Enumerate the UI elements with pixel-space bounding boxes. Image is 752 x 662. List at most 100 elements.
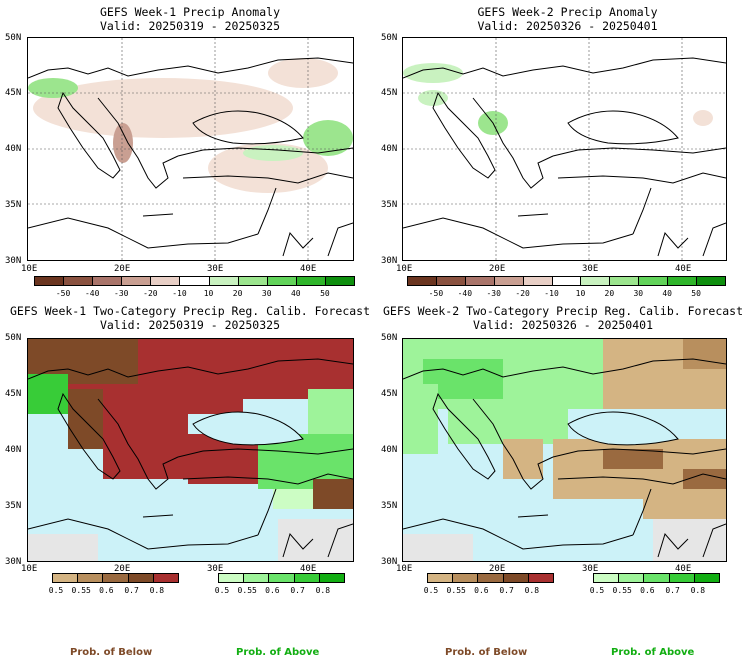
panel4-title: GEFS Week-2 Two-Category Precip Reg. Cal…	[382, 304, 744, 318]
panel2-lon-10: 10E	[396, 264, 413, 274]
panel3-above-swatch	[293, 573, 320, 583]
panel2-colorbar-swatch	[493, 276, 524, 286]
panel4-lat-45: 45N	[381, 389, 398, 399]
panel1-colorbar-tick: 10	[203, 289, 214, 298]
panel3-coastlines	[28, 358, 353, 558]
panel1-lat-30: 30N	[5, 256, 22, 266]
panel3-above-swatch	[318, 573, 345, 583]
panel3-below-swatch	[77, 573, 104, 583]
panel2-colorbar-tick: 30	[633, 289, 644, 298]
panel4-lon-20: 20E	[489, 564, 506, 574]
panel1-lon-20: 20E	[114, 264, 131, 274]
panel3-below-tick: 0.5	[48, 586, 64, 595]
panel4-lon-30: 30E	[582, 564, 599, 574]
panel4-above-swatch	[668, 573, 695, 583]
panel2-lat-40: 40N	[381, 144, 398, 154]
panel3-above-tick: 0.6	[265, 586, 280, 595]
panel3-lon-10: 10E	[21, 564, 38, 574]
panel4-above-label: Prob. of Above	[611, 647, 695, 658]
panel1-colorbar-swatch	[150, 276, 181, 286]
panel2-colorbar-swatch	[435, 276, 466, 286]
panel4-above-colorbar: 0.5 0.55 0.6 0.7 0.8	[589, 573, 720, 597]
panel4-below-swatch	[502, 573, 529, 583]
panel2-colorbar-swatch	[580, 276, 611, 286]
panel1-colorbar-tick: 50	[320, 289, 330, 298]
panel2-colorbar-swatch	[464, 276, 495, 286]
panel1-colorbar-swatch	[63, 276, 94, 286]
panel3-above-swatch	[268, 573, 295, 583]
panel4-above-tick: 0.5	[589, 586, 605, 595]
panel3-below-swatch	[52, 573, 79, 583]
panel3-above-label: Prob. of Above	[236, 647, 320, 658]
panel4-lon-40: 40E	[675, 564, 692, 574]
panel2-colorbar-tick: -50	[428, 289, 444, 298]
panel1-lat-50: 50N	[5, 33, 22, 43]
panel2-colorbar: -50 -40 -30 -20 -10 10 20 30 40 50	[407, 276, 726, 300]
panel4-map	[402, 338, 727, 562]
panel2-lat-45: 45N	[381, 88, 398, 98]
panel4-above-swatch	[593, 573, 620, 583]
panel3-lat-45: 45N	[5, 389, 22, 399]
panel1-title: GEFS Week-1 Precip Anomaly	[99, 5, 280, 19]
panel1-colorbar-tick: -20	[143, 289, 158, 298]
panel3-below-tick: 0.7	[124, 586, 139, 595]
panel4-above-tick: 0.6	[640, 586, 655, 595]
panel1-colorbar: -50 -40 -30 -20 -10 10 20 30 40 50	[34, 276, 355, 300]
panel2-coastlines	[403, 57, 726, 257]
panel4-below-swatch	[452, 573, 479, 583]
panel1-lat-45: 45N	[5, 88, 22, 98]
panel1-map-svg	[28, 38, 353, 260]
panel3-below-tick: 0.55	[71, 586, 91, 595]
panel1-coastlines	[28, 57, 353, 257]
panel1-lon-30: 30E	[207, 264, 224, 274]
panel4-lat-30: 30N	[381, 557, 398, 567]
panel4-below-tick: 0.8	[524, 586, 540, 595]
panel2-colorbar-swatch	[407, 276, 437, 286]
panel3-above-tick: 0.7	[290, 586, 305, 595]
panel3-above-tick: 0.5	[214, 586, 230, 595]
panel1-colorbar-swatch	[34, 276, 65, 286]
panel4-below-swatch	[477, 573, 504, 583]
panel4-coastlines	[403, 358, 726, 558]
panel4-below-tick: 0.6	[474, 586, 489, 595]
panel1-colorbar-tick: -10	[172, 289, 187, 298]
panel2-colorbar-tick: -40	[457, 289, 473, 298]
panel2-lon-40: 40E	[675, 264, 692, 274]
panel4-below-tick: 0.55	[446, 586, 466, 595]
panel2-map-svg	[403, 38, 726, 260]
panel1-colorbar-tick: 20	[232, 289, 243, 298]
panel3-lon-40: 40E	[300, 564, 317, 574]
panel4-below-label: Prob. of Below	[445, 647, 528, 658]
panel1-colorbar-tick: -40	[84, 289, 100, 298]
panel2-lon-30: 30E	[582, 264, 599, 274]
panel2-lat-30: 30N	[381, 256, 398, 266]
panel3-lat-50: 50N	[5, 333, 22, 343]
panel1-colorbar-swatch	[237, 276, 268, 286]
panel2-title: GEFS Week-2 Precip Anomaly	[477, 5, 658, 19]
panel4-below-swatch	[427, 573, 454, 583]
panel1-lat-40: 40N	[5, 144, 22, 154]
panel1-colorbar-swatch	[92, 276, 123, 286]
panel1-lon-40: 40E	[300, 264, 317, 274]
panel3-below-colorbar: 0.5 0.55 0.6 0.7 0.8	[48, 573, 179, 597]
panel3-above-swatch	[243, 573, 270, 583]
panel1-lat-35: 35N	[5, 200, 22, 210]
panel1-lon-10: 10E	[21, 264, 38, 274]
panel1-colorbar-swatch	[266, 276, 297, 286]
panel2-colorbar-tick: -30	[486, 289, 501, 298]
panel2-colorbar-tick: -20	[515, 289, 530, 298]
panel2-colorbar-tick: -10	[544, 289, 559, 298]
panel1-colorbar-tick: -30	[114, 289, 129, 298]
panel3-lon-30: 30E	[207, 564, 224, 574]
panel3-lon-20: 20E	[114, 564, 131, 574]
panel4-above-swatch	[643, 573, 670, 583]
panel2-lon-20: 20E	[489, 264, 506, 274]
panel4-below-swatch	[527, 573, 554, 583]
panel2-colorbar-tick: 40	[662, 289, 672, 298]
panel4-lon-10: 10E	[396, 564, 413, 574]
panel3-map-svg	[28, 339, 353, 561]
panel4-lat-35: 35N	[381, 501, 398, 511]
panel3-below-tick: 0.8	[149, 586, 165, 595]
panel1-colorbar-tick: 30	[261, 289, 272, 298]
panel4-above-swatch	[618, 573, 645, 583]
